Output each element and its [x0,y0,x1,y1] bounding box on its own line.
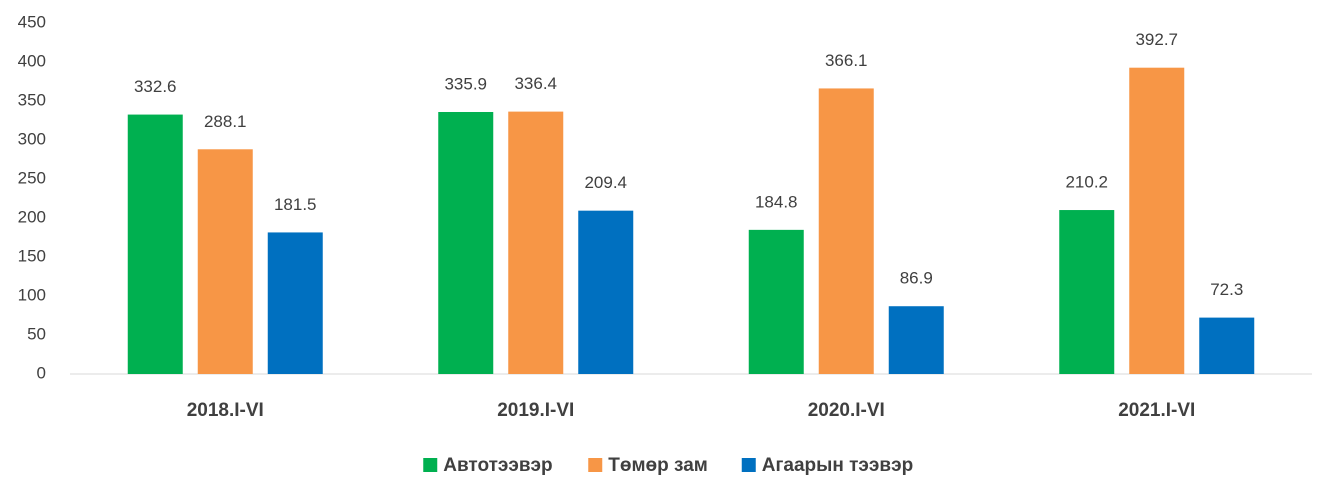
x-tick-label: 2021.I-VI [1118,400,1195,421]
legend-label: Агаарын тээвэр [762,455,913,476]
legend-label: Төмөр зам [608,455,708,476]
bar [508,111,564,374]
y-tick-label: 50 [27,324,46,343]
data-label: 332.6 [134,77,177,96]
y-tick-label: 400 [18,51,46,70]
legend-swatch [741,458,756,472]
bar [267,232,323,374]
y-tick-label: 450 [18,12,46,31]
data-label: 86.9 [900,269,933,288]
legend-swatch [588,458,603,472]
bar [748,229,804,374]
x-tick-label: 2019.I-VI [497,400,574,421]
y-tick-label: 0 [37,363,46,382]
bar [818,88,874,374]
bar [1129,67,1185,374]
bar [888,306,944,374]
y-tick-label: 150 [18,246,46,265]
x-tick-label: 2018.I-VI [187,400,264,421]
data-label: 392.7 [1135,30,1178,49]
bar [1199,317,1255,374]
data-label: 181.5 [274,195,317,214]
data-label: 184.8 [755,192,798,211]
bar [578,210,634,374]
y-tick-label: 100 [18,285,46,304]
data-label: 366.1 [825,51,868,70]
y-tick-label: 200 [18,207,46,226]
y-tick-label: 300 [18,129,46,148]
data-label: 209.4 [584,173,627,192]
bar [438,111,494,375]
y-tick-label: 350 [18,90,46,109]
data-label: 72.3 [1210,280,1243,299]
y-tick-label: 250 [18,168,46,187]
data-label: 288.1 [204,112,247,131]
data-label: 210.2 [1065,173,1108,192]
legend-swatch [423,458,438,472]
x-tick-label: 2020.I-VI [808,400,885,421]
data-label: 336.4 [514,74,557,93]
data-label: 335.9 [444,74,487,93]
legend-label: Автотээвэр [443,455,552,476]
bar [1059,210,1115,374]
bar [127,114,183,375]
bar [197,149,253,374]
